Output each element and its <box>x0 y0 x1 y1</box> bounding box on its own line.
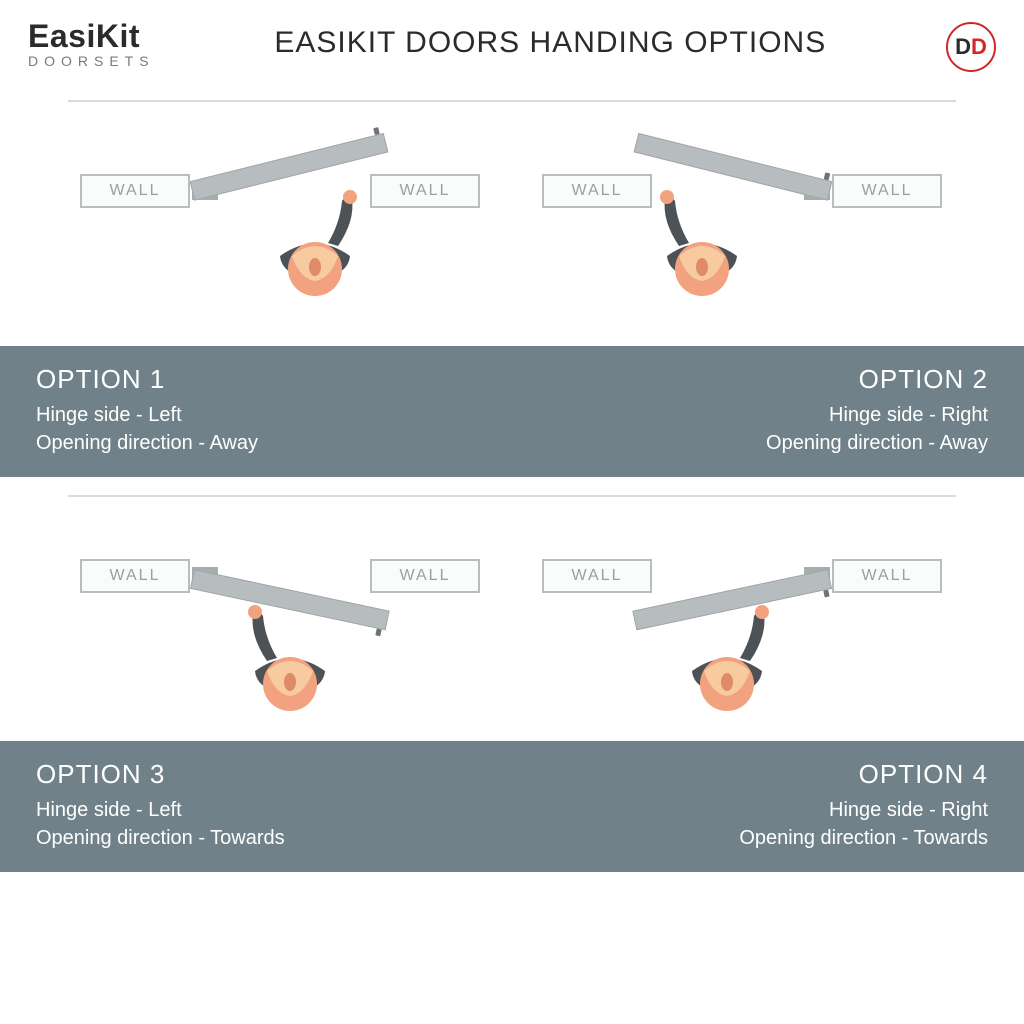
row-1: WALL WALL <box>20 116 1004 477</box>
caption-option-3: OPTION 3 Hinge side - Left Opening direc… <box>0 741 522 872</box>
person-icon <box>245 616 335 736</box>
wall-label: WALL <box>832 559 942 593</box>
page-title: EASIKIT DOORS HANDING OPTIONS <box>274 26 826 60</box>
option-hinge: Hinge side - Left <box>36 401 500 429</box>
option-title: OPTION 4 <box>524 759 988 790</box>
door-leaf <box>634 133 833 201</box>
wall-label: WALL <box>832 174 942 208</box>
diagram-option-1: WALL WALL <box>20 116 502 346</box>
badge-d1: D <box>955 34 971 60</box>
brand-name: EasiKit <box>28 20 155 52</box>
person-icon <box>682 616 772 736</box>
separator <box>68 100 956 102</box>
door-leaf <box>190 133 389 201</box>
wall-label: WALL <box>542 174 652 208</box>
option-direction: Opening direction - Towards <box>524 824 988 852</box>
person-icon <box>657 201 747 321</box>
diagram-option-3: WALL WALL <box>20 511 502 741</box>
badge-d2: D <box>971 34 987 60</box>
caption-option-1: OPTION 1 Hinge side - Left Opening direc… <box>0 346 522 477</box>
option-1: WALL WALL <box>20 116 502 477</box>
option-direction: Opening direction - Away <box>36 429 500 457</box>
option-direction: Opening direction - Away <box>524 429 988 457</box>
wall-label: WALL <box>80 174 190 208</box>
diagram-option-4: WALL WALL <box>522 511 1004 741</box>
brand-sub: DOORSETS <box>28 54 155 68</box>
option-title: OPTION 2 <box>524 364 988 395</box>
row-2: WALL WALL OPTION 3 <box>20 511 1004 872</box>
caption-option-2: OPTION 2 Hinge side - Right Opening dire… <box>502 346 1024 477</box>
option-hinge: Hinge side - Right <box>524 401 988 429</box>
brand-logo: EasiKit DOORSETS <box>28 20 155 68</box>
dd-badge-icon: DD <box>946 22 996 72</box>
option-direction: Opening direction - Towards <box>36 824 500 852</box>
option-3: WALL WALL OPTION 3 <box>20 511 502 872</box>
wall-label: WALL <box>370 174 480 208</box>
diagram-option-2: WALL WALL <box>522 116 1004 346</box>
option-title: OPTION 1 <box>36 364 500 395</box>
option-hinge: Hinge side - Left <box>36 796 500 824</box>
option-title: OPTION 3 <box>36 759 500 790</box>
wall-label: WALL <box>370 559 480 593</box>
options-grid: WALL WALL <box>0 100 1024 872</box>
person-icon <box>270 201 360 321</box>
header: EasiKit DOORSETS EASIKIT DOORS HANDING O… <box>0 0 1024 82</box>
option-2: WALL WALL OPTION 2 <box>522 116 1004 477</box>
separator <box>68 495 956 497</box>
wall-label: WALL <box>80 559 190 593</box>
caption-option-4: OPTION 4 Hinge side - Right Opening dire… <box>502 741 1024 872</box>
wall-label: WALL <box>542 559 652 593</box>
option-hinge: Hinge side - Right <box>524 796 988 824</box>
option-4: WALL WALL OPTION 4 <box>522 511 1004 872</box>
